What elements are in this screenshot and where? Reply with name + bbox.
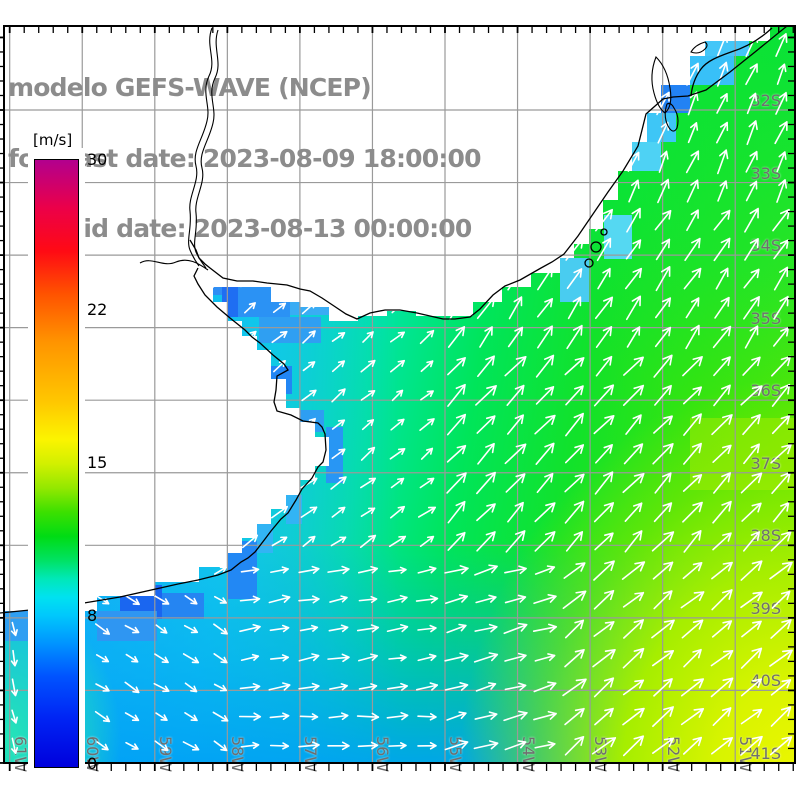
wind-speed-cell xyxy=(326,427,343,483)
colorbar-gradient xyxy=(34,159,79,768)
colorbar-tick-30: 30 xyxy=(87,150,108,169)
lat-label-35S: 35S xyxy=(750,308,781,328)
wind-speed-cell xyxy=(162,593,204,619)
colorbar-tick-0: 0 xyxy=(87,754,98,773)
title-block: modelo GEFS-WAVE (NCEP) forecast date: 2… xyxy=(8,29,482,288)
lat-label-41S: 41S xyxy=(750,743,781,763)
colorbar-tick-8: 8 xyxy=(87,606,98,625)
coastline-lagoon-shore xyxy=(690,27,773,97)
wind-speed-cell xyxy=(690,56,734,85)
river-uruguay-west-bank xyxy=(188,27,213,267)
river-parana-tributary xyxy=(139,259,209,271)
lat-label-37S: 37S xyxy=(750,453,781,473)
model-title: modelo GEFS-WAVE (NCEP) xyxy=(8,73,372,102)
wind-vector-layer xyxy=(4,32,793,757)
coastline-south-shore-argentina xyxy=(0,267,327,614)
coastal-lagoon-dot-3 xyxy=(600,228,608,236)
lagoon-outline-3 xyxy=(690,41,708,54)
coastline xyxy=(0,25,788,614)
lat-label-39S: 39S xyxy=(750,598,781,618)
wind-speed-cell xyxy=(286,495,302,524)
wind-speed-cell xyxy=(560,258,589,302)
colorbar-tick-15: 15 xyxy=(87,453,108,472)
coastline-north-shore-and-brazil-coast xyxy=(189,25,788,320)
map-frame-and-ticks xyxy=(0,25,796,771)
wind-speed-cell xyxy=(705,41,749,56)
wind-speed-cell xyxy=(690,418,795,490)
lagoon-outline-1 xyxy=(651,56,672,114)
colorbar-unit-label: [m/s] xyxy=(33,131,73,149)
lat-label-32S: 32S xyxy=(750,91,781,110)
lat-label-33S: 33S xyxy=(750,163,781,183)
wind-speed-cell xyxy=(4,611,32,641)
colorbar-tick-22: 22 xyxy=(87,300,108,319)
coastal-lagoon-dot-2 xyxy=(584,258,594,268)
lagoon-outline-2 xyxy=(664,102,679,132)
wind-speed-cell xyxy=(259,317,321,343)
coastal-lagoon-dot-1 xyxy=(590,241,602,253)
wind-speed-cell xyxy=(604,215,632,259)
river-uruguay-east-bank xyxy=(194,29,219,269)
